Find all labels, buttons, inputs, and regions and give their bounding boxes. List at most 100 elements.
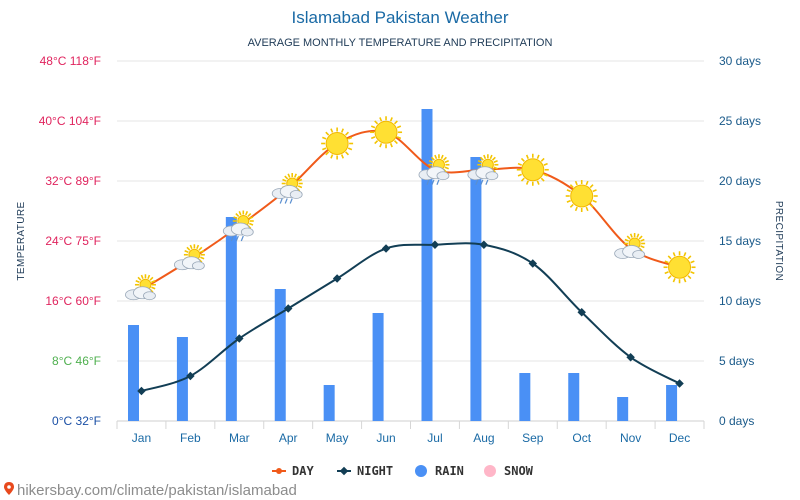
legend-item-rain[interactable]: RAIN bbox=[415, 464, 464, 478]
sun-ray bbox=[374, 140, 379, 145]
night-point bbox=[577, 308, 586, 317]
sun-ray bbox=[638, 235, 643, 240]
x-tick-label: Apr bbox=[279, 431, 298, 445]
sun-ray bbox=[370, 125, 376, 129]
sun-ray bbox=[137, 276, 142, 281]
rain-legend-dot bbox=[415, 465, 427, 477]
x-tick-label: Nov bbox=[620, 431, 641, 445]
legend-item-day[interactable]: DAY bbox=[272, 464, 314, 478]
sun-ray bbox=[347, 147, 353, 151]
sun-ray bbox=[151, 279, 156, 284]
x-tick-label: Oct bbox=[572, 431, 591, 445]
legend-item-snow[interactable]: SNOW bbox=[484, 464, 534, 478]
sun-ray bbox=[248, 216, 254, 220]
sun-ray bbox=[540, 177, 545, 182]
rain-drop bbox=[284, 198, 288, 204]
cloud-part bbox=[240, 227, 254, 237]
sun-ray bbox=[624, 238, 629, 242]
x-tick-label: May bbox=[326, 431, 349, 445]
sun-ray bbox=[444, 166, 449, 170]
source-link[interactable]: hikersbay.com/climate/pakistan/islamabad bbox=[17, 482, 297, 499]
sun-ray bbox=[293, 173, 297, 178]
sun-disc bbox=[570, 184, 594, 208]
sun-ray bbox=[428, 159, 434, 164]
cloud-part bbox=[289, 190, 303, 199]
rain-bar bbox=[372, 313, 384, 421]
left-tick-label: 32°C 89°F bbox=[45, 174, 101, 188]
sun-ray bbox=[477, 159, 483, 164]
sun-ray bbox=[389, 143, 393, 148]
sun-ray bbox=[589, 184, 594, 189]
rain-bar bbox=[421, 109, 433, 421]
sun-ray bbox=[683, 252, 687, 257]
legend-label: SNOW bbox=[504, 464, 534, 478]
rain-drop bbox=[431, 179, 435, 185]
sun-ray bbox=[444, 159, 449, 164]
left-tick-label: 48°C 118°F bbox=[40, 54, 101, 68]
chart-subtitle: AVERAGE MONTHLY TEMPERATURE AND PRECIPIT… bbox=[248, 37, 553, 49]
rain-drop bbox=[230, 235, 234, 242]
sun-ray bbox=[238, 210, 242, 216]
rain-bar bbox=[617, 397, 629, 421]
night-point bbox=[332, 274, 342, 283]
right-tick-label: 15 days bbox=[719, 234, 761, 248]
partly-cloudy-rain-icon bbox=[222, 210, 254, 242]
sun-ray bbox=[440, 154, 444, 160]
sun-ray bbox=[640, 238, 645, 242]
sun-ray bbox=[574, 180, 578, 186]
sun-ray bbox=[330, 128, 334, 133]
sun-ray bbox=[667, 275, 672, 280]
x-tick-label: Mar bbox=[229, 431, 250, 445]
legend: DAY NIGHT RAIN SNOW bbox=[272, 464, 534, 478]
gridlines bbox=[116, 60, 705, 429]
sun-ray bbox=[592, 199, 597, 203]
sun-ray bbox=[664, 260, 669, 264]
sun-ray bbox=[574, 206, 578, 212]
x-tick-label: Jan bbox=[132, 431, 151, 445]
sun-ray bbox=[525, 180, 529, 185]
sun-ray bbox=[664, 271, 669, 275]
sun-ray bbox=[569, 184, 574, 189]
sun-ray bbox=[374, 120, 379, 125]
sun-ray bbox=[536, 154, 540, 159]
sun-ray bbox=[683, 278, 687, 283]
night-point bbox=[675, 379, 684, 388]
sun-ray bbox=[566, 189, 571, 193]
sun-ray bbox=[690, 260, 695, 264]
sun-ray bbox=[151, 286, 156, 290]
sun-ray bbox=[345, 151, 350, 156]
sun-ray bbox=[235, 213, 240, 217]
rain-bar bbox=[519, 373, 531, 421]
sun-ray bbox=[393, 120, 398, 125]
right-tick-label: 30 days bbox=[719, 54, 761, 68]
rain-drop bbox=[436, 179, 440, 185]
sun-ray bbox=[340, 154, 344, 159]
source-attribution[interactable]: hikersbay.com/climate/pakistan/islamabad bbox=[4, 482, 297, 499]
partly-cloudy-icon bbox=[614, 233, 646, 259]
left-tick-label: 8°C 46°F bbox=[52, 354, 101, 368]
sun-ray bbox=[297, 185, 303, 189]
sun-ray bbox=[282, 178, 287, 182]
sun-ray bbox=[325, 131, 330, 136]
x-tick-label: Aug bbox=[473, 431, 494, 445]
sun-ray bbox=[517, 162, 523, 166]
sun-ray bbox=[200, 256, 205, 260]
sun-ray bbox=[189, 244, 193, 250]
sun-ray bbox=[284, 175, 289, 180]
night-point bbox=[430, 240, 440, 249]
sun-ray bbox=[396, 136, 402, 140]
sunny-icon bbox=[321, 127, 354, 160]
sun-ray bbox=[626, 235, 631, 240]
rain-drop bbox=[235, 235, 239, 242]
night-line bbox=[141, 242, 681, 392]
sun-ray bbox=[345, 131, 350, 136]
sun-ray bbox=[566, 199, 571, 203]
left-tick-label: 24°C 75°F bbox=[45, 234, 101, 248]
night-point bbox=[626, 353, 635, 362]
rain-bar bbox=[568, 373, 580, 421]
legend-item-night[interactable]: NIGHT bbox=[337, 464, 393, 478]
cloud-part bbox=[143, 291, 156, 301]
temperature-lines bbox=[137, 129, 684, 396]
sun-ray bbox=[325, 151, 330, 156]
sun-ray bbox=[184, 249, 189, 254]
